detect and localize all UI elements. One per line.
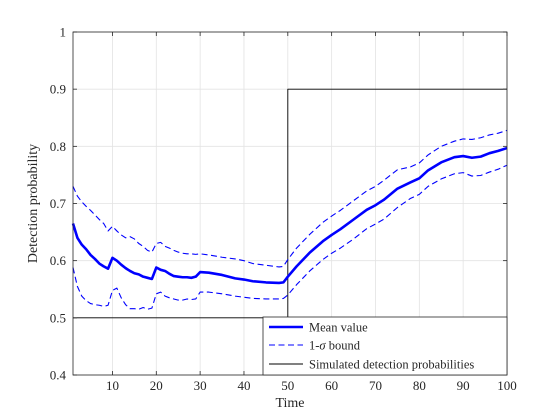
series-line-simulated-detection-probabilities [73,88,507,319]
x-axis-title: Time [275,396,304,411]
x-tick-label: 20 [150,378,163,393]
x-tick-label: 80 [413,378,426,393]
legend: Mean value 1-σ bound Simulated detection… [262,316,508,376]
y-tick-label: 0.7 [50,196,67,211]
y-tick-label: 1 [60,25,67,40]
y-tick-label: 0.9 [50,82,66,97]
series-line-mean-value [71,146,508,285]
y-axis-title: Detection probability [26,144,41,263]
x-tick-label: 40 [237,378,250,393]
series-line-1-bound-lower [72,164,508,310]
y-tick-label: 0.8 [50,139,66,154]
y-tick-label: 0.5 [50,310,66,325]
legend-label-sigma-bound: 1-σ bound [309,339,361,353]
x-tick-label: 70 [369,378,382,393]
x-tick-label: 90 [457,378,470,393]
y-tick-label: 0.6 [50,253,67,268]
series-line-1-bound [72,129,508,268]
x-tick-label: 100 [497,378,517,393]
legend-box [262,316,508,376]
legend-label-mean-value: Mean value [309,321,368,335]
y-tick-label: 0.4 [50,368,67,383]
ticks: 10 20 30 40 50 60 70 80 90 100 0.4 0.5 0.6 0.7 0.8 0.9 1 [50,25,517,394]
x-tick-label: 30 [194,378,207,393]
legend-label-simulated: Simulated detection probabilities [309,358,474,372]
x-tick-label: 10 [106,378,119,393]
x-tick-label: 60 [325,378,338,393]
series-layer [71,88,508,319]
x-tick-label: 50 [281,378,294,393]
